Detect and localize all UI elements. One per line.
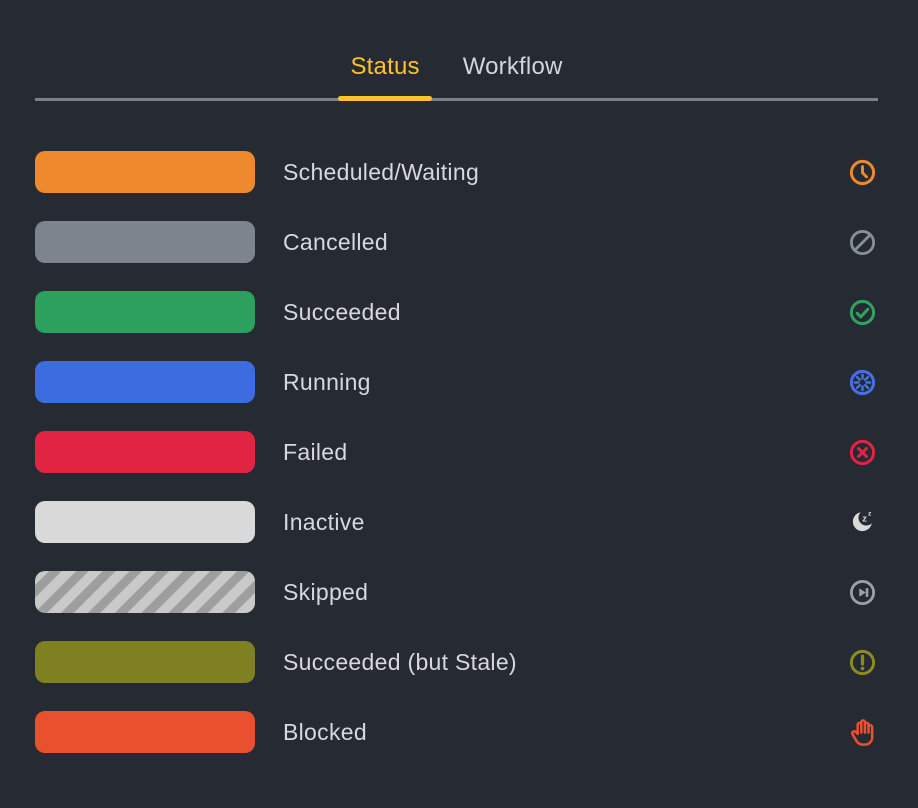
legend-row: Inactive z z bbox=[35, 487, 878, 557]
tab-workflow[interactable]: Workflow bbox=[462, 53, 563, 80]
tab-bar: Status Workflow bbox=[35, 0, 878, 101]
status-label: Cancelled bbox=[283, 228, 388, 255]
status-label: Blocked bbox=[283, 718, 367, 745]
hand-icon bbox=[846, 716, 878, 748]
legend-row: Skipped bbox=[35, 557, 878, 627]
legend-row: Blocked bbox=[35, 697, 878, 767]
status-swatch bbox=[35, 571, 255, 613]
tab-status[interactable]: Status bbox=[336, 52, 433, 101]
slash-circle-icon bbox=[846, 226, 878, 258]
status-label: Failed bbox=[283, 438, 348, 465]
status-label: Succeeded bbox=[283, 298, 401, 325]
legend-row: Cancelled bbox=[35, 207, 878, 277]
status-label: Running bbox=[283, 368, 371, 395]
status-label: Succeeded (but Stale) bbox=[283, 648, 517, 675]
svg-text:z: z bbox=[862, 513, 867, 523]
clock-icon bbox=[846, 156, 878, 188]
check-circle-icon bbox=[846, 296, 878, 328]
status-legend: Scheduled/Waiting Cancelled Succeeded bbox=[0, 101, 918, 767]
moon-zzz-icon: z z bbox=[846, 506, 878, 538]
status-label: Skipped bbox=[283, 578, 369, 605]
legend-row: Succeeded bbox=[35, 277, 878, 347]
legend-row: Running bbox=[35, 347, 878, 417]
spinner-circle-icon bbox=[846, 366, 878, 398]
status-swatch bbox=[35, 151, 255, 193]
status-label: Scheduled/Waiting bbox=[283, 158, 480, 185]
legend-row: Failed bbox=[35, 417, 878, 487]
exclamation-circle-icon bbox=[846, 646, 878, 678]
legend-row: Scheduled/Waiting bbox=[35, 137, 878, 207]
skip-circle-icon bbox=[846, 576, 878, 608]
status-swatch bbox=[35, 711, 255, 753]
status-swatch bbox=[35, 361, 255, 403]
x-circle-icon bbox=[846, 436, 878, 468]
status-swatch bbox=[35, 291, 255, 333]
status-swatch bbox=[35, 431, 255, 473]
svg-text:z: z bbox=[868, 511, 872, 518]
status-label: Inactive bbox=[283, 508, 365, 535]
legend-row: Succeeded (but Stale) bbox=[35, 627, 878, 697]
status-swatch bbox=[35, 641, 255, 683]
status-swatch bbox=[35, 221, 255, 263]
status-swatch bbox=[35, 501, 255, 543]
